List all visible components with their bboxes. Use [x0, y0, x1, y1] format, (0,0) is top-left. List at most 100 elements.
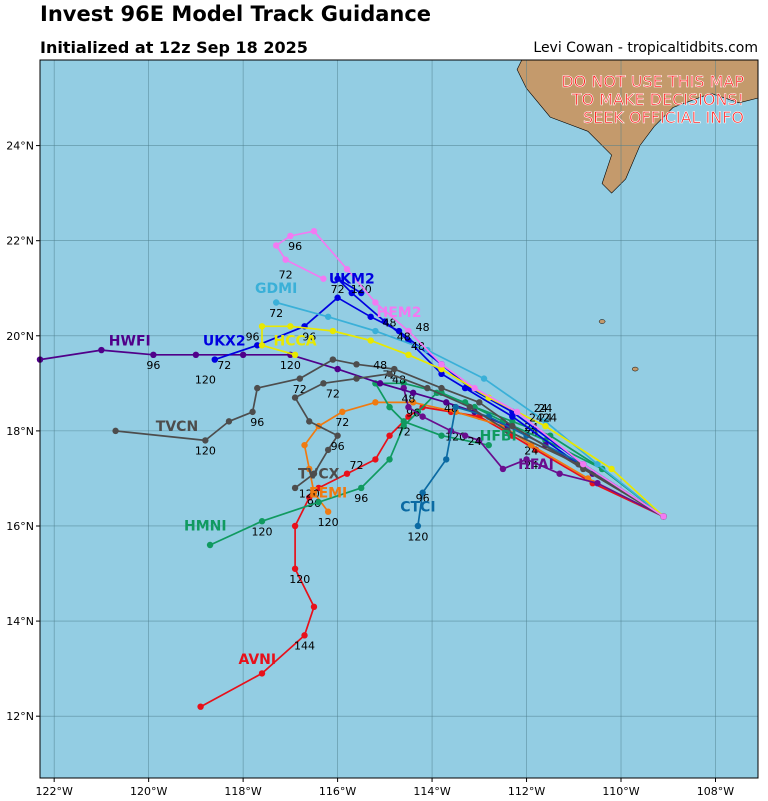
forecast-hour-label: 72	[331, 283, 345, 296]
track-line-gdmi	[275, 301, 665, 518]
y-tick-label: 18°N	[6, 425, 34, 438]
x-tick-label: 118°W	[224, 785, 261, 798]
map-frame	[39, 59, 759, 779]
track-point	[443, 399, 450, 406]
track-point	[376, 380, 384, 387]
track-point	[324, 508, 332, 515]
track-point	[372, 327, 379, 335]
track-point	[485, 441, 492, 449]
track-point	[353, 361, 360, 368]
track-point	[306, 465, 313, 473]
track-point	[291, 522, 299, 530]
track-point	[660, 513, 667, 520]
track-gdmi: 24 48 72	[269, 299, 667, 520]
forecast-hour-label: 120	[195, 445, 216, 458]
track-point	[504, 427, 511, 435]
track-point	[315, 499, 322, 506]
track-line-hfbi	[374, 382, 665, 518]
track-point	[324, 446, 332, 454]
model-label-ukm2: UKM2	[329, 271, 375, 287]
map-subtitle: Initialized at 12z Sep 18 2025	[40, 38, 308, 57]
track-point	[556, 470, 563, 477]
axis-ticks: 122°W 120°W 118°W 116°W 114°W 112°W 110°W 108°W…	[6, 140, 734, 798]
model-label-tvcx: TVCX	[298, 466, 340, 482]
track-point	[202, 437, 209, 444]
track-point	[452, 403, 459, 411]
forecast-hour-label: 24	[468, 435, 482, 448]
model-label-gdmi: GDMI	[255, 281, 297, 297]
warning-line: DO NOT USE THIS MAP	[561, 72, 744, 91]
track-point	[513, 408, 521, 416]
forecast-hour-label: 120	[280, 359, 301, 372]
track-point	[239, 351, 247, 359]
forecast-hour-label: 72	[293, 383, 307, 396]
forecast-hour-label: 120	[318, 516, 339, 529]
model-label-tvcn: TVCN	[156, 419, 198, 435]
track-point	[400, 422, 407, 430]
forecast-hour-label: 120	[407, 530, 428, 543]
track-point	[320, 380, 327, 387]
y-tick-label: 16°N	[6, 520, 34, 533]
track-point	[310, 603, 318, 611]
track-point	[367, 313, 374, 320]
track-point	[509, 422, 516, 430]
track-point	[272, 242, 280, 249]
track-point	[258, 342, 266, 349]
forecast-hour-label: 96	[302, 331, 316, 344]
track-point	[254, 384, 261, 392]
track-point	[287, 323, 294, 330]
track-point	[291, 484, 299, 492]
track-point	[272, 299, 280, 306]
track-point	[291, 394, 299, 401]
track-point	[594, 479, 601, 487]
track-point	[358, 484, 365, 492]
ocean-background	[40, 60, 758, 778]
track-point	[438, 384, 445, 392]
track-point	[386, 370, 393, 378]
track-point	[343, 470, 351, 477]
track-point	[400, 418, 407, 425]
model-label-avni: AVNI	[238, 652, 276, 668]
track-point	[471, 384, 478, 392]
track-point	[381, 318, 389, 325]
x-tick-label: 122°W	[35, 785, 72, 798]
model-label-hcca: HCCA	[274, 333, 317, 349]
model-label-ctci: CTCI	[400, 500, 435, 516]
map-gridlines	[40, 60, 758, 778]
model-label-hwfi: HWFI	[109, 333, 151, 349]
model-tracks: 2472120144729612072961202448729612024244…	[36, 227, 667, 710]
track-point	[287, 232, 294, 240]
track-point	[414, 522, 422, 530]
track-point	[386, 403, 393, 411]
forecast-hour-label: 96	[246, 331, 260, 344]
forecast-hour-label: 120	[289, 573, 310, 586]
forecast-hour-label: 72	[397, 426, 411, 439]
forecast-hour-label: 96	[146, 359, 160, 372]
track-point	[206, 541, 214, 549]
model-label-hem2: HEM2	[377, 305, 422, 321]
track-point	[258, 670, 266, 677]
track-point	[400, 380, 407, 387]
track-point	[372, 399, 379, 406]
forecast-hour-label: 48	[383, 316, 397, 329]
track-point	[334, 365, 341, 373]
track-point	[282, 256, 289, 263]
track-point	[339, 408, 346, 416]
track-point	[499, 465, 507, 473]
x-tick-label: 108°W	[697, 785, 734, 798]
forecast-hour-label: 96	[288, 240, 302, 253]
forecast-hour-label: 72	[279, 269, 293, 282]
track-point	[329, 327, 337, 335]
track-point	[358, 289, 365, 297]
track-point	[343, 266, 351, 273]
track-point	[542, 422, 549, 430]
forecast-hour-label: 144	[294, 640, 315, 653]
forecast-hour-label: 120	[252, 525, 273, 538]
track-point	[405, 413, 412, 420]
track-point	[296, 375, 304, 382]
track-point	[409, 389, 417, 397]
